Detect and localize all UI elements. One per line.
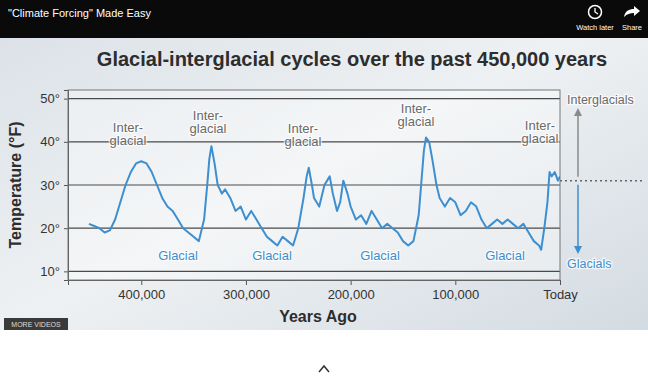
x-tick-mark [560,280,561,285]
annotation: Inter-glacial [110,120,147,148]
annotation: Inter-glacial [190,108,227,136]
x-axis-title: Years Ago [279,308,357,325]
x-tick-label: 200,000 [328,287,375,302]
plot-frame [68,90,560,280]
annotation: Inter-glacial [285,121,322,149]
video-background [0,0,648,330]
glacial-arrowhead [574,246,582,254]
watch-later-button[interactable]: Watch later [576,23,614,32]
top-bar [0,0,648,38]
annotation-line: glacial [110,133,147,148]
annotation-line: glacial [398,114,435,129]
x-tick: 200,000 [328,280,375,302]
annotation: Glacial [158,248,198,263]
y-tick-label: 40° [40,134,60,149]
chart-title: Glacial-interglacial cycles over the pas… [97,48,607,70]
y-tick: 30° [40,178,68,193]
temperature-line [89,138,560,250]
y-axis-title: Temperature (°F) [7,121,24,248]
annotation: Inter-glacial [398,101,435,129]
interglacial-arrowhead [574,108,582,116]
chart-page: "Climate Forcing" Made Easy Watch later Sh… [0,0,648,376]
plot-background [68,90,560,280]
annotation: Glacial [360,248,400,263]
plot-marks [89,138,560,250]
y-tick-label: 20° [40,221,60,236]
glacial-arrow [577,185,579,248]
y-tick-mark [64,99,68,100]
grid [68,99,560,272]
interglacial-arrow [577,114,579,177]
y-tick-mark [64,271,68,272]
annotations: Inter-glacial Inter-glacial Inter-glacial I… [110,93,634,271]
annotation: Inter-glacial [522,118,559,146]
x-tick: Today [543,280,578,302]
x-tick: 400,000 [118,280,165,302]
x-tick: 300,000 [223,280,270,302]
x-tick-label: 100,000 [432,287,479,302]
annotation-line: Glacial [158,248,198,263]
y-tick: 40° [40,134,68,149]
annotation-line: Glacial [360,248,400,263]
x-axis-line [69,281,561,286]
annotation: Glacial [485,248,525,263]
video-title: "Climate Forcing" Made Easy [8,7,151,19]
x-tick: 100,000 [432,280,479,302]
more-videos-box[interactable] [4,318,68,330]
x-tick-label: Today [543,287,578,302]
share-icon[interactable] [624,6,640,17]
y-tick: 20° [40,221,68,236]
x-tick-mark [246,280,247,285]
x-tick-mark [455,280,456,285]
y-axis: 10° 20° 30° 40° 50° [40,91,68,281]
y-tick: 50° [40,91,68,106]
more-videos-button[interactable]: MORE VIDEOS [11,321,61,328]
annotation-line: glacial [285,134,322,149]
y-tick-label: 10° [40,264,60,279]
annotation-line: Glacial [485,248,525,263]
annotation-line: Interglacials [567,93,634,107]
x-axis: 400,000 300,000 200,000 100,000 Today [69,280,579,302]
x-tick-label: 400,000 [118,287,165,302]
grid-line [68,98,560,99]
x-tick-mark [351,280,352,285]
annotation: Interglacials [567,93,634,107]
grid-line [68,271,560,272]
annotation-line: Glacial [252,248,292,263]
x-tick-mark [141,280,142,285]
share-button[interactable]: Share [622,23,642,32]
grid-line [68,184,560,185]
annotation: Glacials [567,257,611,271]
y-tick-mark [64,228,68,229]
x-tick-label: 300,000 [223,287,270,302]
y-tick-label: 30° [40,178,60,193]
annotation-line: glacial [522,131,559,146]
reference-line [560,180,645,182]
y-tick: 10° [40,264,68,279]
y-tick-mark [64,142,68,143]
y-tick-label: 50° [40,91,60,106]
annotation-line: glacial [190,121,227,136]
watch-later-icon[interactable] [589,6,602,19]
annotation-line: Glacials [567,257,611,271]
annotation: Glacial [252,248,292,263]
y-tick-mark [64,185,68,186]
caret-icon [319,366,329,372]
